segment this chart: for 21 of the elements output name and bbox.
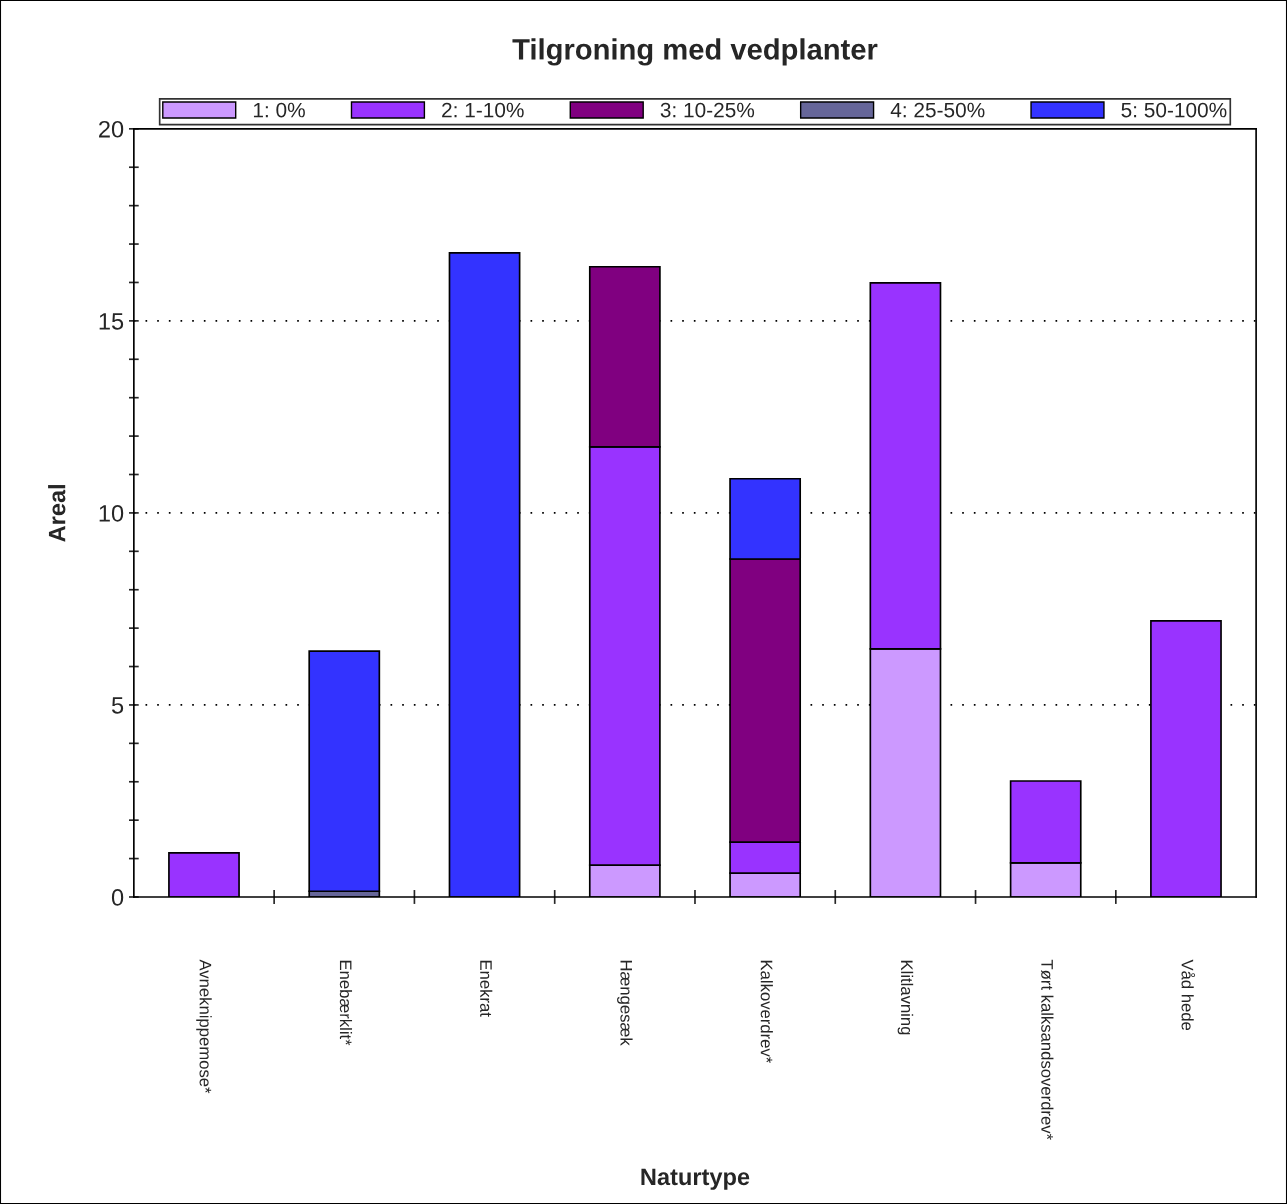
x-tick-label: Klitlavning: [897, 960, 914, 1035]
legend-label: 2: 1-10%: [442, 102, 524, 118]
y-tick-label: 10: [99, 504, 124, 522]
chart-title: Tilgroning med vedplanter: [512, 38, 878, 66]
legend-label: 4: 25-50%: [890, 102, 985, 118]
x-tick-label: Enebærklit*: [339, 960, 353, 1046]
y-tick-label: 20: [99, 120, 124, 138]
x-tick-label: Kalkoverdrev*: [760, 960, 773, 1063]
y-axis-title: Areal: [48, 485, 66, 542]
x-tick-label: Våd hede: [1181, 959, 1196, 1031]
legend-label: 3: 10-25%: [660, 102, 755, 118]
legend-label: 1: 0%: [253, 102, 305, 118]
x-axis-title: Naturtype: [641, 1168, 750, 1190]
x-tick-label: Tørt kalksandsoverdrev*: [1041, 959, 1054, 1140]
y-tick-label: 15: [99, 313, 124, 330]
x-tick-label: Avneknippemose*: [196, 959, 212, 1094]
legend-label: 5: 50-100%: [1121, 102, 1227, 118]
x-tick-label: Enekrat: [480, 960, 493, 1017]
x-tick-label: Hængesæk: [617, 960, 633, 1046]
y-tick-label: 0: [111, 889, 124, 906]
y-tick-label: 5: [111, 697, 124, 714]
